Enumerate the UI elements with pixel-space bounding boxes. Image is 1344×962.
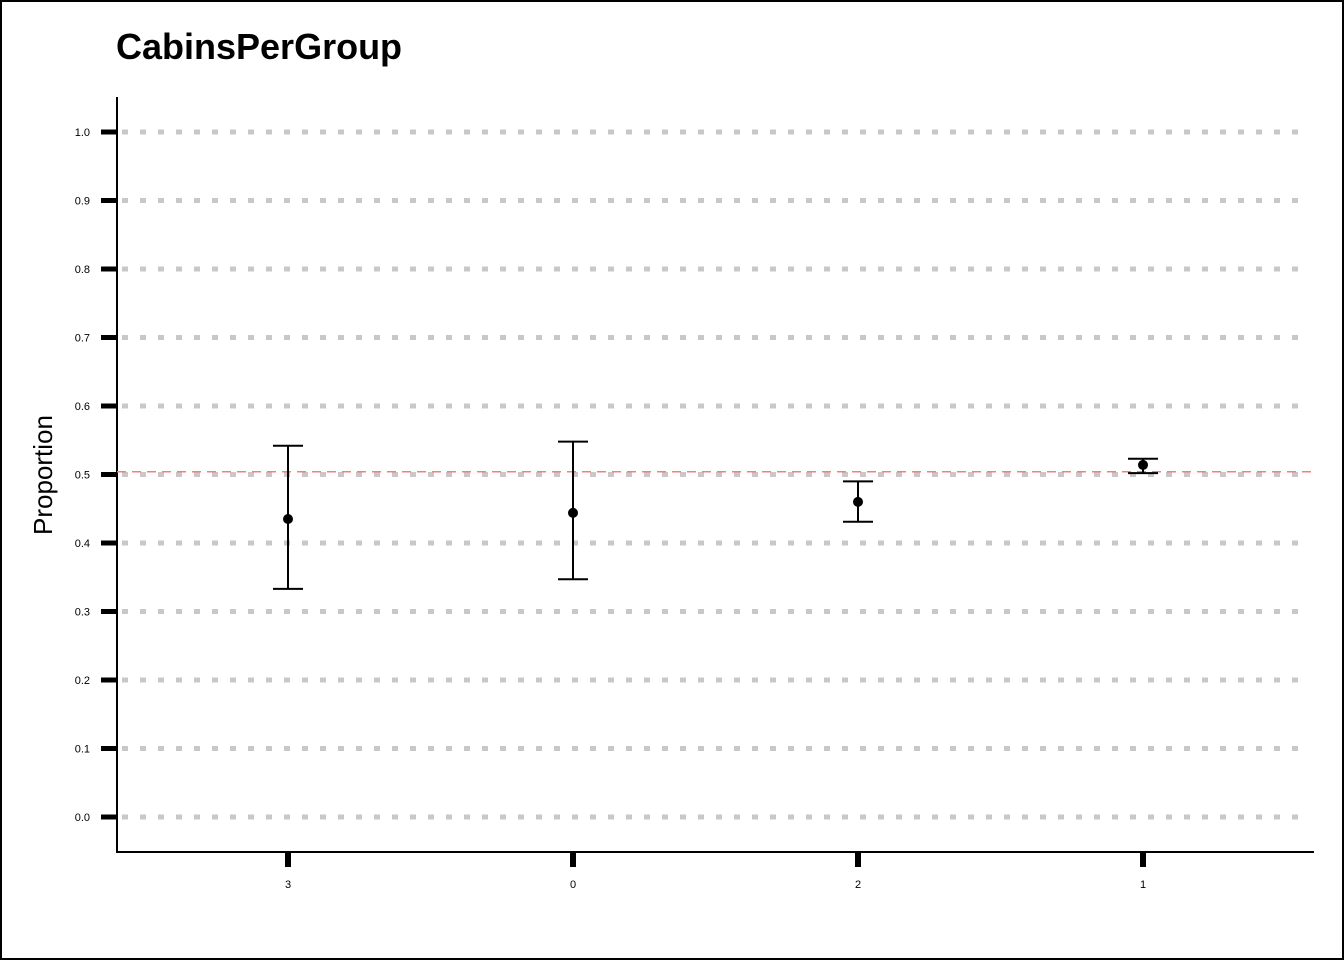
x-tick-label: 0 xyxy=(570,879,576,891)
x-axis-ticks: 3 0 2 1 xyxy=(285,853,1146,891)
x-tick-label: 3 xyxy=(285,879,291,891)
x-tick-label: 2 xyxy=(855,879,861,891)
y-axis-label: Proportion xyxy=(28,415,58,535)
y-tick-label: 0.1 xyxy=(75,744,90,756)
gridlines xyxy=(122,129,1302,820)
y-tick-label: 0.2 xyxy=(75,675,90,687)
y-tick-label: 0.7 xyxy=(75,333,90,345)
chart-title: CabinsPerGroup xyxy=(116,26,402,67)
y-tick-label: 0.0 xyxy=(75,812,90,824)
y-tick-label: 0.9 xyxy=(75,196,90,208)
data-point xyxy=(283,514,293,525)
x-tick-label: 1 xyxy=(1140,879,1146,891)
y-tick-label: 1.0 xyxy=(75,127,90,139)
y-tick-label: 0.8 xyxy=(75,264,90,276)
y-tick-label: 0.5 xyxy=(75,470,90,482)
y-tick-label: 0.4 xyxy=(75,538,90,550)
data-point xyxy=(568,507,578,518)
y-tick-label: 0.6 xyxy=(75,401,90,413)
error-bar-series xyxy=(273,440,1158,590)
data-point xyxy=(853,496,863,507)
data-point xyxy=(1138,459,1148,470)
y-tick-label: 0.3 xyxy=(75,607,90,619)
y-axis-ticks: 0.0 0.1 0.2 0.3 0.4 0.5 0.6 0.7 0.8 0.9 1.0 xyxy=(75,127,117,824)
